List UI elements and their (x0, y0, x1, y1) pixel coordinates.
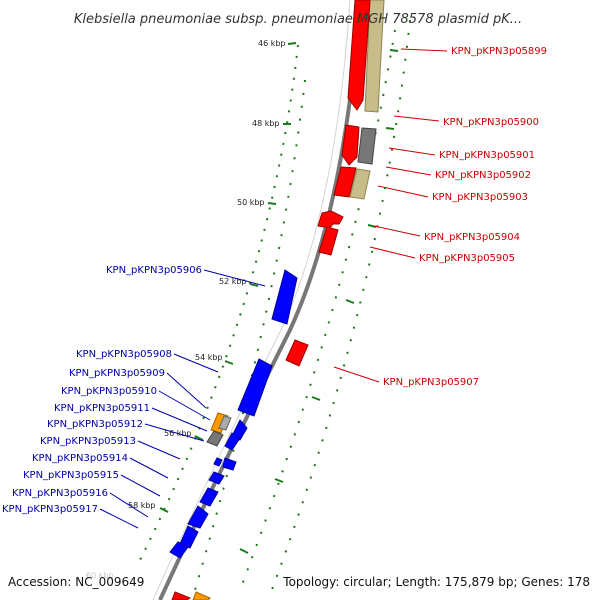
gene-label-kpn-pkpn3p05909[interactable]: KPN_pKPN3p05909 (69, 368, 165, 379)
leader-line (137, 440, 181, 460)
tick-54-kbp (224, 360, 234, 365)
gene-label-kpn-pkpn3p05906[interactable]: KPN_pKPN3p05906 (106, 265, 202, 276)
gene-label-kpn-pkpn3p05910[interactable]: KPN_pKPN3p05910 (61, 386, 157, 397)
outer-tick (345, 299, 355, 304)
leader-line (385, 166, 432, 176)
topology-summary: Topology: circular; Length: 175,879 bp; … (282, 575, 590, 589)
gene-label-kpn-pkpn3p05900[interactable]: KPN_pKPN3p05900 (443, 117, 539, 128)
feature-reverse-small-a[interactable] (179, 525, 199, 549)
gene-label-kpn-pkpn3p05907[interactable]: KPN_pKPN3p05907 (383, 377, 479, 388)
tick-label-46-kbp: 46 kbp (258, 39, 286, 48)
reverse-strand-features (169, 269, 298, 559)
backbone-arc (158, 0, 362, 600)
feature-kpn-pkpn3p05902[interactable] (333, 166, 357, 198)
feature-kpn-pkpn3p05901[interactable] (357, 127, 377, 165)
feature-kpn-pkpn3p05904[interactable] (317, 210, 344, 229)
outer-tick (367, 224, 377, 228)
gene-label-kpn-pkpn3p05916[interactable]: KPN_pKPN3p05916 (12, 488, 108, 499)
gene-label-kpn-pkpn3p05903[interactable]: KPN_pKPN3p05903 (432, 192, 528, 203)
leader-line (377, 185, 429, 198)
accession-text: Accession: NC_009649 (8, 575, 144, 589)
tick-46-kbp (287, 42, 297, 45)
guide-arcs (139, 19, 411, 596)
feature-kpn-pkpn3p05912[interactable] (206, 430, 224, 447)
gene-label-kpn-pkpn3p05911[interactable]: KPN_pKPN3p05911 (54, 403, 150, 414)
gene-label-kpn-pkpn3p05905[interactable]: KPN_pKPN3p05905 (419, 253, 515, 264)
feature-khaki[interactable] (364, 0, 385, 113)
leader-line (109, 492, 149, 518)
feature-kpn-pkpn3p05899[interactable] (347, 0, 371, 111)
tick-label-50-kbp: 50 kbp (237, 198, 265, 207)
leader-line (388, 147, 436, 156)
outer-tick (385, 127, 395, 130)
gene-label-kpn-pkpn3p05899[interactable]: KPN_pKPN3p05899 (451, 46, 547, 57)
tick-label-54-kbp: 54 kbp (195, 353, 223, 362)
gene-label-kpn-pkpn3p05917[interactable]: KPN_pKPN3p05917 (2, 504, 98, 515)
feature-kpn-pkpn3p05903[interactable] (349, 168, 371, 200)
leader-line (129, 457, 169, 479)
leader-line (144, 423, 205, 442)
tick-label-58-kbp: 58 kbp (128, 501, 156, 510)
gene-label-kpn-pkpn3p05902[interactable]: KPN_pKPN3p05902 (435, 170, 531, 181)
outer-tick (389, 49, 399, 52)
feature-kpn-pkpn3p05916[interactable] (199, 487, 219, 507)
forward-strand-features (171, 0, 385, 600)
gene-label-kpn-pkpn3p05915[interactable]: KPN_pKPN3p05915 (23, 470, 119, 481)
leader-line (99, 508, 139, 529)
tick-label-48-kbp: 48 kbp (252, 119, 280, 128)
leader-line (120, 474, 161, 497)
outer-tick (239, 548, 249, 554)
gene-label-kpn-pkpn3p05914[interactable]: KPN_pKPN3p05914 (32, 453, 128, 464)
gene-label-kpn-pkpn3p05912[interactable]: KPN_pKPN3p05912 (47, 419, 143, 430)
feature-bottom-red[interactable] (171, 591, 192, 600)
feature-kpn-pkpn3p05908[interactable] (237, 358, 273, 417)
feature-reverse-small-c[interactable] (213, 457, 223, 467)
outer-tick (274, 478, 284, 483)
feature-kpn-pkpn3p05905[interactable] (318, 226, 339, 256)
leader-line (203, 269, 266, 287)
tick-label-60-kbp: 60 kbp (86, 571, 114, 580)
leader-line (400, 48, 448, 52)
outer-tick (311, 396, 321, 401)
leader-line (373, 225, 421, 237)
tick-58-kbp (159, 507, 169, 513)
feature-kpn-pkpn3p05910[interactable] (218, 415, 232, 431)
forward-gene-labels: KPN_pKPN3p05899 KPN_pKPN3p05900 KPN_pKPN… (333, 46, 547, 388)
leader-line (369, 246, 416, 259)
feature-kpn-pkpn3p05914[interactable] (222, 457, 237, 471)
leader-line (173, 353, 219, 373)
feature-kpn-pkpn3p05917[interactable] (187, 505, 209, 529)
leader-line (333, 366, 380, 383)
feature-reverse-small-b[interactable] (169, 541, 189, 559)
feature-kpn-pkpn3p05900[interactable] (341, 124, 360, 166)
leader-line (151, 407, 208, 432)
map-title: Klebsiella pneumoniae subsp. pneumoniae … (74, 12, 522, 27)
feature-kpn-pkpn3p05913[interactable] (224, 432, 241, 451)
outer-feature-guide (239, 29, 396, 591)
feature-kpn-pkpn3p05907[interactable] (285, 339, 309, 367)
feature-kpn-pkpn3p05915[interactable] (208, 471, 225, 485)
gene-label-kpn-pkpn3p05908[interactable]: KPN_pKPN3p05908 (76, 349, 172, 360)
tick-52-kbp (249, 283, 259, 287)
gene-label-kpn-pkpn3p05913[interactable]: KPN_pKPN3p05913 (40, 436, 136, 447)
leader-line (158, 390, 211, 421)
reverse-gene-labels: KPN_pKPN3p05906 KPN_pKPN3p05908 KPN_pKPN… (2, 265, 266, 529)
feature-bottom-orange[interactable] (192, 591, 211, 600)
backbone-arc-inner (152, 0, 351, 600)
gene-label-kpn-pkpn3p05904[interactable]: KPN_pKPN3p05904 (424, 232, 520, 243)
gene-label-kpn-pkpn3p05901[interactable]: KPN_pKPN3p05901 (439, 150, 535, 161)
outer-tick-guide (269, 19, 411, 596)
tick-56-kbp (194, 435, 204, 441)
feature-kpn-pkpn3p05906[interactable] (271, 269, 298, 325)
scale-ticks: 46 kbp 48 kbp 50 kbp 52 kbp 54 kbp 56 kb… (86, 39, 399, 580)
tick-label-52-kbp: 52 kbp (219, 277, 247, 286)
leader-line (393, 115, 440, 122)
tick-50-kbp (267, 202, 277, 205)
leader-line (166, 372, 207, 409)
